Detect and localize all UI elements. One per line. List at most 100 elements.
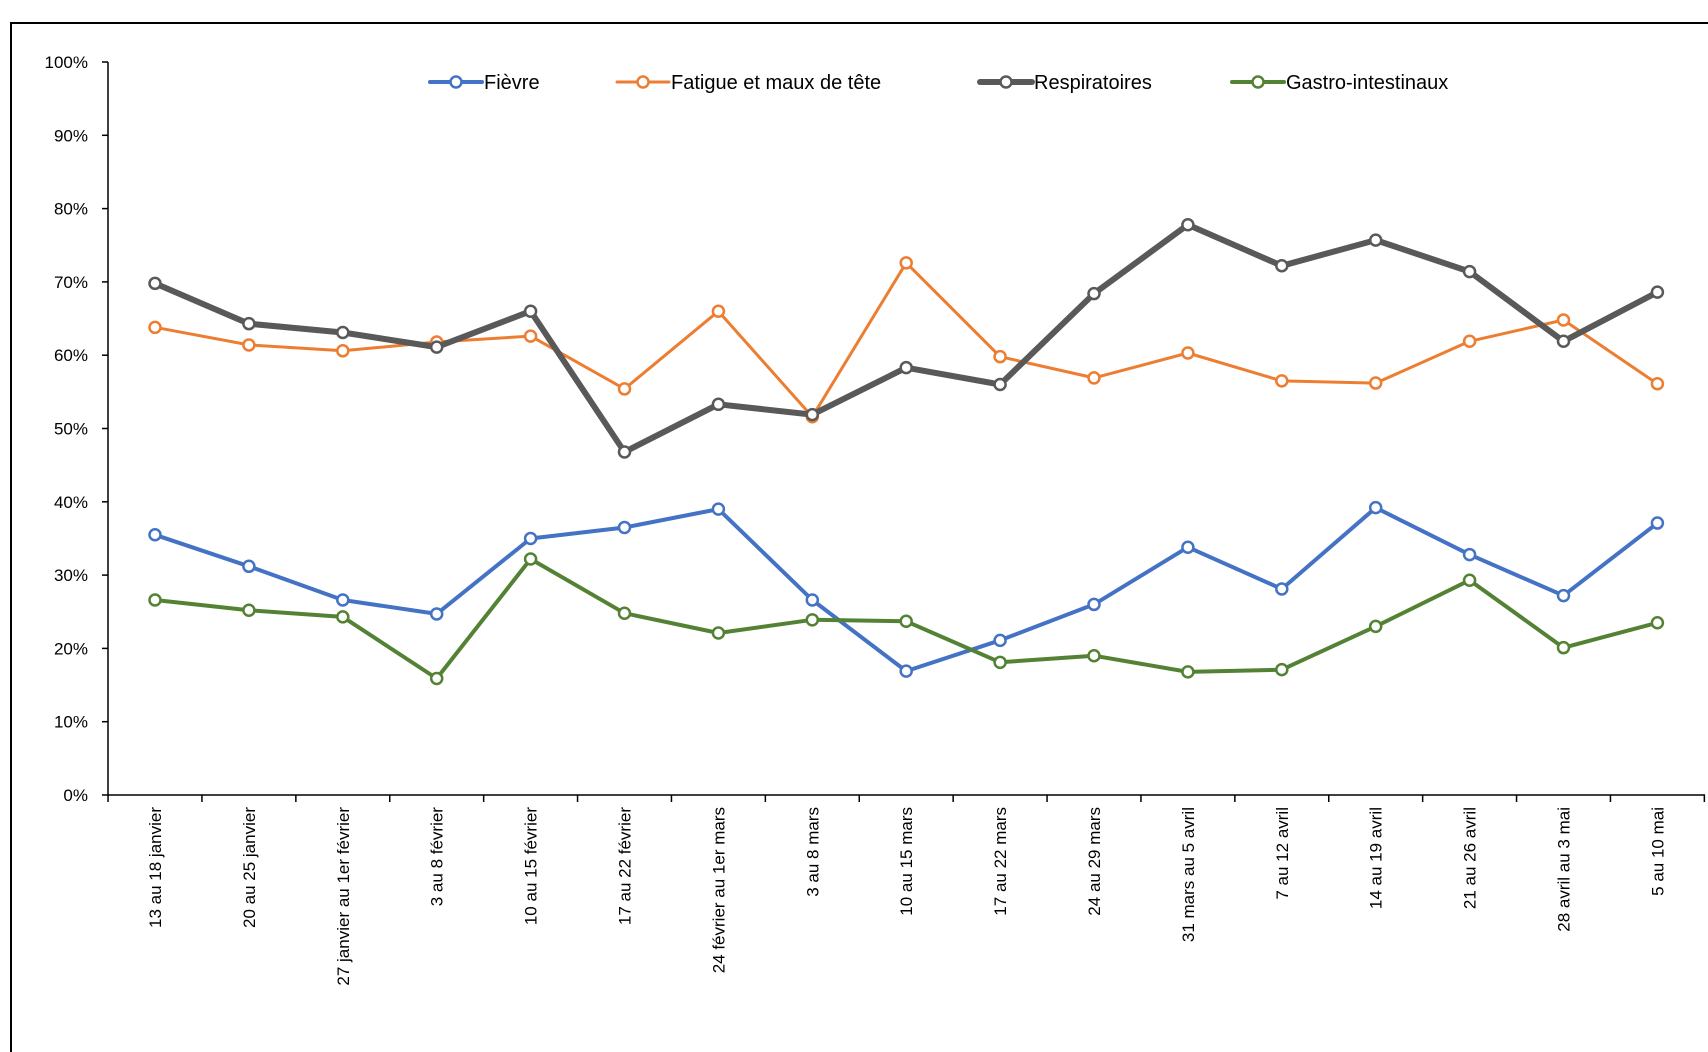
- data-point: [429, 607, 444, 621]
- y-tick-label: 70%: [54, 273, 88, 292]
- data-point: [993, 655, 1007, 670]
- series-line: [153, 505, 1660, 674]
- data-point: [899, 614, 913, 629]
- data-point: [1650, 615, 1665, 630]
- series-2: [148, 217, 1665, 459]
- x-tick-label: 28 avril au 3 mai: [1555, 807, 1574, 932]
- x-tick-label: 24 au 29 mars: [1085, 807, 1104, 916]
- data-point: [242, 603, 256, 618]
- data-point: [1368, 619, 1383, 634]
- data-point: [336, 325, 350, 340]
- x-tick-label: 3 au 8 février: [428, 807, 447, 907]
- data-point: [711, 304, 726, 318]
- x-tick-label: 7 au 12 avril: [1273, 807, 1292, 900]
- data-point: [336, 610, 350, 624]
- data-point: [148, 528, 162, 542]
- series-3: [148, 552, 1665, 686]
- x-tick-label: 10 au 15 février: [522, 807, 541, 925]
- series-1: [148, 256, 1665, 424]
- data-point: [1556, 588, 1571, 603]
- data-point: [1181, 217, 1195, 232]
- legend-label: Fièvre: [484, 72, 540, 94]
- data-point: [1181, 540, 1195, 554]
- legend-marker: [636, 75, 650, 89]
- x-tick-label: 13 au 18 janvier: [146, 807, 165, 928]
- y-tick-label: 80%: [54, 200, 88, 219]
- legend-label: Fatigue et maux de tête: [671, 72, 881, 94]
- y-tick-label: 10%: [54, 713, 88, 732]
- legend-marker: [1251, 75, 1265, 89]
- data-point: [1181, 346, 1195, 360]
- data-point: [242, 316, 256, 331]
- x-tick-label: 17 au 22 mars: [991, 807, 1010, 916]
- data-point: [1556, 640, 1571, 655]
- data-point: [899, 360, 913, 375]
- x-tick-label: 24 février au 1er mars: [709, 807, 728, 973]
- data-point: [805, 613, 820, 627]
- legend-item: Fatigue et maux de tête: [615, 72, 881, 94]
- data-point: [523, 552, 538, 566]
- legend-marker: [449, 75, 463, 89]
- x-tick-label: 20 au 25 janvier: [240, 807, 259, 928]
- data-point: [429, 340, 444, 354]
- legend-item: Gastro-intestinaux: [1230, 72, 1448, 94]
- legend-marker: [999, 75, 1013, 89]
- data-point: [1368, 500, 1383, 515]
- data-point: [1462, 573, 1477, 587]
- data-point: [1275, 374, 1289, 388]
- data-point: [899, 256, 913, 270]
- chart-axes: [107, 62, 1705, 796]
- data-point: [1556, 334, 1571, 349]
- data-point: [1650, 377, 1665, 391]
- data-point: [242, 338, 256, 352]
- x-tick-label: 5 au 10 mai: [1648, 807, 1667, 896]
- data-point: [993, 349, 1007, 364]
- y-tick-label: 40%: [54, 493, 88, 512]
- data-point: [148, 593, 162, 607]
- legend-item: Fièvre: [428, 72, 540, 94]
- data-point: [805, 593, 820, 607]
- data-point: [1556, 313, 1571, 327]
- legend-label: Respiratoires: [1034, 72, 1152, 94]
- data-point: [1087, 286, 1101, 301]
- data-point: [805, 407, 820, 422]
- data-point: [1087, 648, 1101, 663]
- data-point: [429, 671, 444, 686]
- x-tick-label: 3 au 8 mars: [803, 807, 822, 897]
- y-tick-label: 90%: [54, 126, 88, 145]
- data-point: [711, 397, 726, 412]
- data-point: [711, 626, 726, 640]
- data-point: [1462, 334, 1477, 349]
- series-0: [148, 500, 1665, 678]
- data-point: [148, 276, 162, 291]
- x-tick-label: 31 mars au 5 avril: [1179, 807, 1198, 942]
- data-point: [617, 520, 632, 535]
- chart-frame: [10, 22, 1708, 1052]
- data-point: [1368, 376, 1383, 390]
- data-point: [617, 382, 632, 396]
- data-point: [617, 445, 632, 459]
- data-point: [1087, 597, 1101, 612]
- data-point: [1650, 285, 1665, 299]
- y-tick-label: 100%: [45, 53, 88, 72]
- data-point: [711, 502, 726, 516]
- data-point: [523, 531, 538, 546]
- series-layer: [148, 217, 1665, 686]
- y-tick-label: 50%: [54, 420, 88, 439]
- y-tick-label: 30%: [54, 566, 88, 585]
- data-point: [242, 559, 256, 574]
- data-point: [1462, 547, 1477, 562]
- data-point: [148, 320, 162, 335]
- data-point: [523, 304, 538, 318]
- data-point: [1181, 665, 1195, 679]
- x-tick-label: 27 janvier au 1er février: [334, 807, 353, 986]
- x-tick-label: 21 au 26 avril: [1461, 807, 1480, 909]
- x-tick-label: 14 au 19 avril: [1367, 807, 1386, 909]
- legend-label: Gastro-intestinaux: [1286, 72, 1448, 94]
- data-point: [993, 633, 1007, 648]
- x-axis-ticks: 13 au 18 janvier 20 au 25 janvier 27 janvi…: [107, 795, 1706, 986]
- data-point: [617, 606, 632, 620]
- chart-legend: Fièvre Fatigue et maux de tête Respiratoir…: [428, 72, 1448, 94]
- data-point: [1275, 662, 1289, 677]
